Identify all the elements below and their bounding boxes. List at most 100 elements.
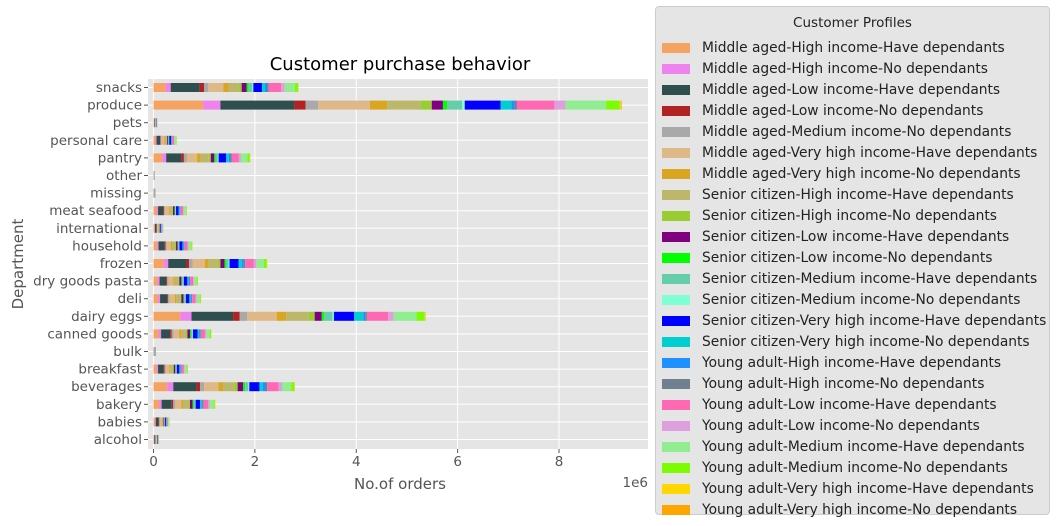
- bar-segment: [165, 417, 167, 427]
- y-tick-label: frozen: [100, 256, 142, 272]
- bar-segment: [166, 241, 171, 251]
- bar-segment: [195, 399, 201, 409]
- bar-segment: [163, 364, 165, 374]
- bar-segment: [229, 259, 239, 268]
- bar-segment: [238, 153, 241, 163]
- bar-segment: [187, 276, 189, 286]
- bar-segment: [155, 135, 157, 145]
- legend-swatch: [662, 357, 690, 368]
- bar-segment: [424, 311, 426, 321]
- bar-segment: [176, 135, 177, 145]
- bar-segment: [157, 223, 159, 233]
- bar-segment: [388, 311, 394, 321]
- bar-segment: [169, 206, 173, 216]
- legend-items: Middle aged-High income-Have dependants M…: [662, 37, 1046, 520]
- bar-segment: [181, 329, 186, 339]
- bar-segment: [209, 399, 214, 409]
- y-tick-label: household: [72, 238, 142, 254]
- bar-segment: [183, 153, 187, 163]
- bar-segment: [156, 364, 159, 374]
- bar-segment: [238, 259, 242, 268]
- bar-segment: [165, 241, 167, 251]
- legend-item: Senior citizen-Low income-Have dependant…: [662, 226, 1046, 247]
- bar-segment: [156, 135, 161, 145]
- bar-segment: [442, 100, 447, 110]
- bar-segment: [193, 329, 198, 339]
- bar-segment: [166, 135, 168, 145]
- bar-segment: [305, 100, 319, 110]
- bar-segment: [318, 100, 370, 110]
- bar-segment: [183, 206, 184, 216]
- bar-segment: [208, 153, 211, 163]
- legend-label: Middle aged-Medium income-No dependants: [702, 123, 1012, 140]
- bar-segment: [178, 206, 180, 216]
- bar-segment: [192, 399, 194, 409]
- legend-swatch: [662, 273, 690, 284]
- bar-segment: [180, 294, 182, 304]
- bar-segment: [446, 100, 463, 110]
- bar-segment: [197, 329, 200, 339]
- bar-segment: [153, 329, 159, 339]
- bar-segment: [164, 206, 166, 216]
- bar-segment: [393, 311, 417, 321]
- bar-segment: [181, 153, 184, 163]
- bar-segment: [155, 417, 156, 427]
- bar-segment: [243, 259, 246, 268]
- bar-segment: [179, 276, 182, 286]
- bar-segment: [158, 206, 164, 216]
- legend-item: Young adult-High income-Have dependants: [662, 352, 1046, 373]
- bar-segment: [217, 259, 221, 268]
- y-tick-label: personal care: [50, 133, 142, 149]
- bar-segment: [173, 399, 176, 409]
- bar-segment: [154, 118, 155, 128]
- bar-segment: [154, 223, 156, 233]
- legend-item: Young adult-Medium income-No dependants: [662, 457, 1046, 478]
- bar-segment: [253, 259, 257, 268]
- bar-segment: [284, 83, 295, 92]
- bar-segment: [314, 311, 322, 321]
- bar-segment: [209, 329, 212, 339]
- bar-segment: [228, 153, 231, 163]
- bar-segment: [243, 382, 246, 392]
- y-tick-label: dry goods pasta: [33, 274, 142, 290]
- bar-segment: [163, 135, 165, 145]
- bar-segment: [278, 382, 282, 392]
- bar-segment: [248, 382, 250, 392]
- bar-segment: [160, 223, 162, 233]
- bar-segment: [163, 206, 165, 216]
- y-axis-label: Department: [9, 219, 27, 310]
- bar-segment: [176, 241, 178, 251]
- bar-segment: [167, 417, 168, 427]
- legend-item: Young adult-Very high income-No dependan…: [662, 499, 1046, 520]
- bar-segment: [173, 329, 180, 339]
- bar-segment: [321, 311, 325, 321]
- bar-segment: [175, 364, 176, 374]
- bar-segment: [159, 417, 160, 427]
- bar-segment: [189, 294, 191, 304]
- bar-segment: [514, 100, 517, 110]
- legend-item: Young adult-High income-No dependants: [662, 373, 1046, 394]
- legend-item: Middle aged-High income-Have dependants: [662, 37, 1046, 58]
- bar-segment: [179, 329, 182, 339]
- bar-segment: [155, 435, 157, 444]
- bar-segment: [267, 83, 269, 92]
- bar-segment: [158, 294, 161, 304]
- legend-swatch: [662, 378, 690, 389]
- legend-label: Young adult-Very high income-Have depend…: [702, 480, 1034, 497]
- bar-segment: [167, 276, 169, 286]
- bar-segment: [208, 83, 224, 92]
- bar-segment: [324, 311, 333, 321]
- legend: Customer Profiles Middle aged-High incom…: [655, 6, 1050, 518]
- legend-label: Young adult-High income-Have dependants: [702, 354, 1002, 371]
- bar-segment: [168, 417, 170, 427]
- legend-item: Middle aged-Very high income-No dependan…: [662, 163, 1046, 184]
- bar-segment: [154, 435, 156, 444]
- legend-item: Senior citizen-Very high income-No depen…: [662, 331, 1046, 352]
- legend-item: Middle aged-Low income-Have dependants: [662, 79, 1046, 100]
- bar-segment: [185, 206, 187, 216]
- bar-segment: [239, 311, 248, 321]
- bar-segment: [200, 382, 205, 392]
- bar-segment: [222, 382, 235, 392]
- bar-segment: [153, 259, 164, 268]
- bar-segment: [161, 329, 171, 339]
